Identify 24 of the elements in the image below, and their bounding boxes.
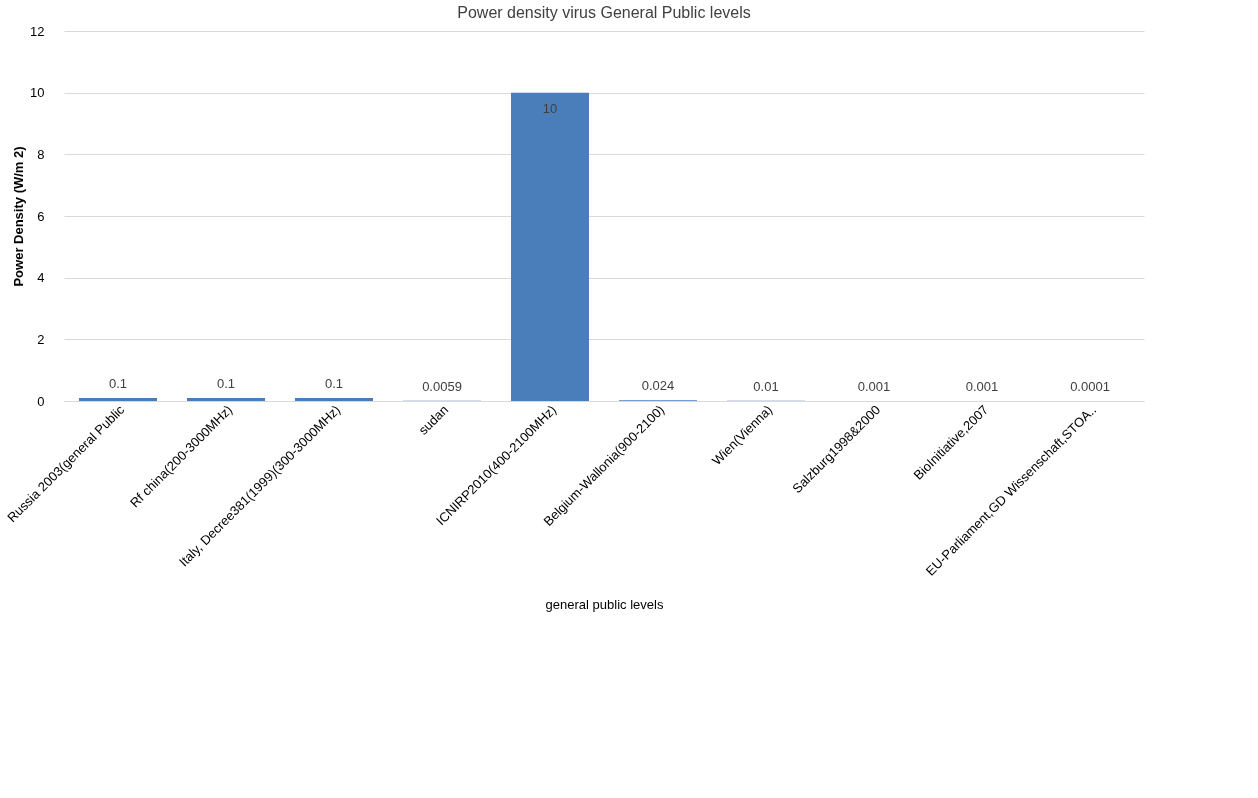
data-label: 0.01 (753, 378, 779, 394)
bar (511, 92, 589, 401)
y-tick-label: 8 (37, 146, 45, 162)
data-label: 10 (542, 100, 558, 116)
data-label: 0.024 (641, 378, 675, 394)
data-label: 0.1 (108, 375, 128, 391)
bar (79, 397, 157, 401)
y-tick-label: 0 (37, 393, 45, 409)
data-label: 0.1 (324, 375, 344, 391)
bar (295, 397, 373, 401)
y-axis-title: Power Density (W/m 2) (11, 146, 27, 287)
y-tick-label: 4 (37, 270, 45, 286)
data-label: 0.1 (216, 375, 236, 391)
bar (187, 397, 265, 401)
y-tick-label: 12 (30, 23, 45, 39)
y-tick-label: 6 (37, 208, 45, 224)
data-label: 0.001 (857, 378, 891, 394)
y-tick-label: 2 (37, 331, 45, 347)
data-label: 0.0059 (422, 378, 462, 394)
y-tick-label: 10 (30, 85, 45, 101)
x-axis-title: general public levels (545, 596, 664, 612)
data-label: 0.001 (965, 378, 999, 394)
chart-title: Power density virus General Public levels (457, 4, 751, 21)
data-label: 0.0001 (1070, 379, 1110, 394)
